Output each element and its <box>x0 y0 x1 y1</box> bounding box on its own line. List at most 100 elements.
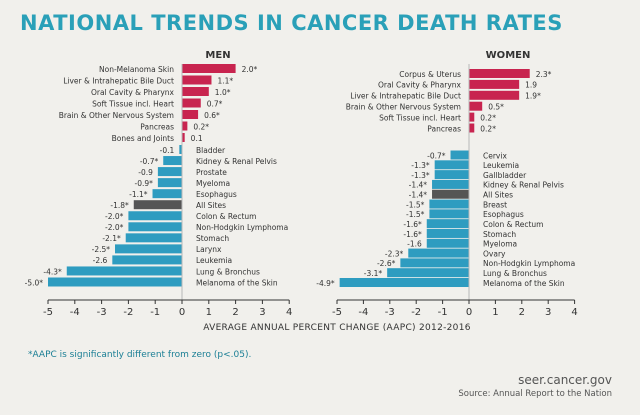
women-bar-stomach <box>426 228 469 238</box>
men-label-liver-and-intrahepatic-bile-duct: Liver & Intrahepatic Bile Duct <box>63 76 174 85</box>
men-value-stomach: -2.1* <box>102 234 121 243</box>
women-label-all-sites: All Sites <box>483 191 513 200</box>
women-value-colon-and-rectum: -1.6* <box>403 220 422 229</box>
women-label-cervix: Cervix <box>483 151 507 160</box>
men-value-melanoma-of-the-skin: -5.0* <box>25 278 44 287</box>
men-tick-label: -3 <box>97 307 107 318</box>
men-value-esophagus: -1.1* <box>129 190 148 199</box>
women-bar-colon-and-rectum <box>426 219 469 229</box>
men-label-bones-and-joints: Bones and Joints <box>112 134 174 143</box>
women-label-colon-and-rectum: Colon & Rectum <box>483 220 543 229</box>
women-value-corpus-and-uterus: 2.3* <box>536 70 552 79</box>
women-label-liver-and-intrahepatic-bile-duct: Liver & Intrahepatic Bile Duct <box>350 92 461 101</box>
women-tick-label: -2 <box>411 307 421 318</box>
women-bar-breast <box>429 199 469 209</box>
women-value-esophagus: -1.5* <box>406 210 425 219</box>
men-tick-label: -5 <box>43 307 53 318</box>
women-bar-brain-and-other-nervous-system <box>469 101 483 111</box>
men-bar-liver-and-intrahepatic-bile-duct <box>182 75 212 85</box>
men-bar-prostate <box>157 167 182 177</box>
men-value-liver-and-intrahepatic-bile-duct: 1.1* <box>217 76 233 85</box>
men-bar-kidney-and-renal-pelvis <box>163 156 182 166</box>
women-label-soft-tissue-incl-heart: Soft Tissue incl. Heart <box>379 113 461 122</box>
men-value-myeloma: -0.9* <box>134 179 153 188</box>
men-bar-bladder <box>179 145 182 154</box>
women-label-kidney-and-renal-pelvis: Kidney & Renal Pelvis <box>483 181 564 190</box>
women-bar-gallbladder <box>434 170 469 180</box>
men-value-prostate: -0.9 <box>138 168 153 177</box>
men-bar-colon-and-rectum <box>128 211 182 221</box>
men-label-non-melanoma-skin: Non-Melanoma Skin <box>99 65 174 74</box>
men-bar-pancreas <box>182 121 188 131</box>
women-bar-oral-cavity-and-pharynx <box>469 79 520 89</box>
women-value-pancreas: 0.2* <box>480 124 496 133</box>
men-value-kidney-and-renal-pelvis: -0.7* <box>140 157 159 166</box>
women-bar-myeloma <box>426 238 469 248</box>
women-value-kidney-and-renal-pelvis: -1.4* <box>409 181 428 190</box>
women-bar-all-sites <box>432 189 469 199</box>
men-label-oral-cavity-and-pharynx: Oral Cavity & Pharynx <box>91 88 175 97</box>
website-link[interactable]: seer.cancer.gov <box>518 373 612 387</box>
men-label-myeloma: Myeloma <box>196 179 230 188</box>
women-value-soft-tissue-incl-heart: 0.2* <box>480 113 496 122</box>
men-bar-non-melanoma-skin <box>182 64 236 73</box>
women-bar-cervix <box>450 150 469 160</box>
women-value-cervix: -0.7* <box>427 151 446 160</box>
women-tick-label: -3 <box>385 307 395 318</box>
women-tick-label: 2 <box>519 307 525 318</box>
men-label-bladder: Bladder <box>196 146 226 155</box>
women-value-oral-cavity-and-pharynx: 1.9 <box>525 81 537 90</box>
women-label-oral-cavity-and-pharynx: Oral Cavity & Pharynx <box>378 81 462 90</box>
women-bar-ovary <box>408 248 469 258</box>
men-label-melanoma-of-the-skin: Melanoma of the Skin <box>196 278 278 287</box>
men-bar-all-sites <box>133 200 182 210</box>
women-label-myeloma: Myeloma <box>483 240 517 249</box>
men-value-non-melanoma-skin: 2.0* <box>242 65 258 74</box>
men-tick-label: 4 <box>286 307 292 318</box>
men-label-brain-and-other-nervous-system: Brain & Other Nervous System <box>59 111 174 120</box>
women-tick-label: 3 <box>545 307 551 318</box>
women-value-non-hodgkin-lymphoma: -2.6* <box>377 259 396 268</box>
x-axis-title: AVERAGE ANNUAL PERCENT CHANGE (AAPC) 201… <box>203 323 471 333</box>
women-panel-title: WOMEN <box>486 50 531 61</box>
men-label-prostate: Prostate <box>196 168 227 177</box>
men-label-pancreas: Pancreas <box>140 122 174 131</box>
women-bar-esophagus <box>429 209 469 219</box>
men-value-bladder: -0.1 <box>160 146 175 155</box>
men-label-all-sites: All Sites <box>196 201 226 210</box>
women-bar-melanoma-of-the-skin <box>339 278 469 287</box>
women-label-lung-and-bronchus: Lung & Bronchus <box>483 269 547 278</box>
men-tick-label: -1 <box>150 307 160 318</box>
men-bar-esophagus <box>152 189 182 199</box>
men-tick-label: 1 <box>206 307 212 318</box>
women-bar-non-hodgkin-lymphoma <box>400 258 469 268</box>
page-title: NATIONAL TRENDS IN CANCER DEATH RATES <box>20 11 563 35</box>
men-tick-label: -4 <box>70 307 80 318</box>
women-value-breast: -1.5* <box>406 200 425 209</box>
women-bar-pancreas <box>469 123 475 133</box>
men-value-leukemia: -2.6 <box>93 256 108 265</box>
men-label-esophagus: Esophagus <box>196 190 237 199</box>
women-bar-leukemia <box>434 160 469 170</box>
men-bar-soft-tissue-incl-heart <box>182 98 201 108</box>
women-value-ovary: -2.3* <box>385 249 404 258</box>
women-label-melanoma-of-the-skin: Melanoma of the Skin <box>483 279 565 288</box>
women-label-esophagus: Esophagus <box>483 210 524 219</box>
men-bar-myeloma <box>157 178 182 188</box>
women-label-corpus-and-uterus: Corpus & Uterus <box>399 70 461 79</box>
men-panel-title: MEN <box>205 50 230 61</box>
men-label-colon-and-rectum: Colon & Rectum <box>196 212 256 221</box>
women-value-myeloma: -1.6 <box>407 240 422 249</box>
men-value-all-sites: -1.8* <box>110 201 129 210</box>
men-value-larynx: -2.5* <box>92 245 111 254</box>
men-value-oral-cavity-and-pharynx: 1.0* <box>215 88 231 97</box>
women-bar-lung-and-bronchus <box>387 268 469 278</box>
men-label-stomach: Stomach <box>196 234 229 243</box>
women-bar-kidney-and-renal-pelvis <box>432 179 469 189</box>
men-bar-stomach <box>125 233 182 243</box>
men-tick-label: 0 <box>179 307 185 318</box>
men-value-pancreas: 0.2* <box>193 122 209 131</box>
men-value-non-hodgkin-lymphoma: -2.0* <box>105 223 124 232</box>
men-label-leukemia: Leukemia <box>196 256 232 265</box>
men-bar-melanoma-of-the-skin <box>48 277 182 287</box>
